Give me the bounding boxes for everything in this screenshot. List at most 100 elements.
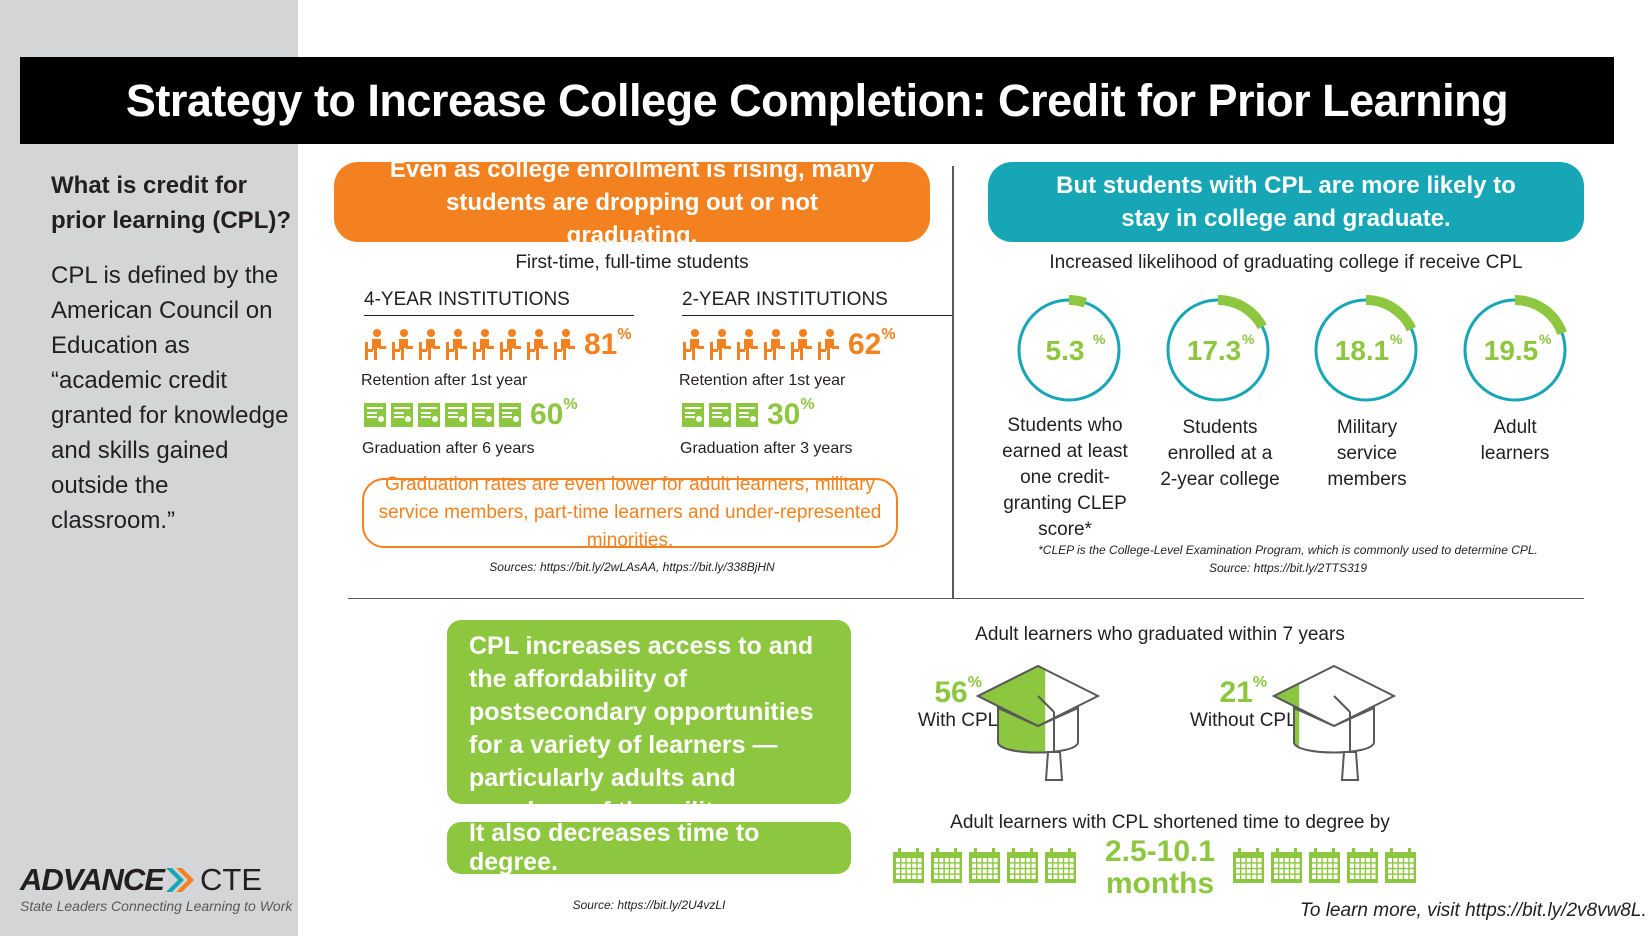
percent-sign: % xyxy=(881,326,896,343)
ring-value: 18.1 xyxy=(1335,335,1390,366)
enrollment-banner-text: Even as college enrollment is rising, ma… xyxy=(389,155,875,249)
graduated-heading: Adult learners who graduated within 7 ye… xyxy=(975,624,1345,645)
two-year-retention: 62% xyxy=(681,326,896,362)
chevron-logo-icon xyxy=(166,868,194,892)
vertical-divider xyxy=(952,166,954,598)
seated-student-icon xyxy=(554,329,575,360)
ring-caption-2year: Students enrolled at a 2-year college xyxy=(1160,417,1280,490)
percent-sign: % xyxy=(1252,674,1268,691)
ring-caption-military: Military service members xyxy=(1327,417,1407,490)
four-year-graduation-value: 60 xyxy=(530,398,564,431)
access-box-text: CPL increases access to and the affordab… xyxy=(469,632,814,825)
cpl-question: What is credit for prior learning (CPL)? xyxy=(51,172,291,234)
ring-progress-arc xyxy=(1460,295,1570,405)
seated-student-icon xyxy=(365,329,386,360)
learn-more-link[interactable]: To learn more, visit https://bit.ly/2v8v… xyxy=(1300,900,1647,921)
two-year-heading: 2-YEAR INSTITUTIONS xyxy=(682,289,952,316)
seated-student-icon xyxy=(791,329,812,360)
calendar-icon xyxy=(1271,848,1302,883)
seated-student-icon xyxy=(473,329,494,360)
ring-value: 5.3 xyxy=(1046,335,1085,366)
four-year-graduation: 60% xyxy=(363,396,578,432)
horizontal-divider xyxy=(348,598,1584,599)
calendar-icons-right xyxy=(1232,848,1417,884)
diploma-icon xyxy=(391,403,413,427)
logo-word-advance: ADVANCE xyxy=(20,862,165,897)
ring-percent-sign: % xyxy=(1242,331,1255,347)
left-sources: Sources: https://bit.ly/2wLAsAA, https:/… xyxy=(489,560,775,574)
calendar-icon xyxy=(893,848,924,883)
graduation-cap-without-cpl-icon xyxy=(1271,664,1397,781)
ring-caption-adult: Adult learners xyxy=(1480,417,1550,464)
diploma-icon xyxy=(364,403,386,427)
calendar-icon xyxy=(1045,848,1076,883)
seated-student-icon xyxy=(683,329,704,360)
diploma-icon xyxy=(709,403,731,427)
two-year-graduation: 30% xyxy=(681,396,815,432)
seated-student-icon xyxy=(419,329,440,360)
cpl-definition: CPL is defined by the American Council o… xyxy=(51,262,289,534)
ring-progress-arc xyxy=(1014,295,1124,405)
time-saved: 2.5-10.1 months xyxy=(1100,836,1220,900)
likelihood-rings: 5.3% 17.3% 18.1% 19.5% xyxy=(1014,295,1570,405)
four-year-retention-value: 81 xyxy=(584,328,618,361)
bottom-source: Source: https://bit.ly/2U4vzLI xyxy=(572,898,726,912)
enrollment-banner: Even as college enrollment is rising, ma… xyxy=(334,156,930,249)
logo-word-cte: CTE xyxy=(200,862,262,897)
diploma-icon xyxy=(736,403,758,427)
seated-student-icon xyxy=(737,329,758,360)
time-box: It also decreases time to degree. xyxy=(447,819,851,876)
four-year-heading: 4-YEAR INSTITUTIONS xyxy=(364,289,634,316)
clep-footnote: *CLEP is the College-Level Examination P… xyxy=(1038,543,1538,557)
diploma-icon xyxy=(499,403,521,427)
two-year-graduation-label: Graduation after 3 years xyxy=(680,440,853,457)
two-year-graduation-value: 30 xyxy=(767,398,801,431)
right-source: Source: https://bit.ly/2TTS319 xyxy=(1208,561,1368,575)
diploma-icon xyxy=(418,403,440,427)
shortened-time-heading: Adult learners with CPL shortened time t… xyxy=(950,812,1390,833)
ring-percent-sign: % xyxy=(1539,331,1552,347)
cpl-banner: But students with CPL are more likely to… xyxy=(988,162,1584,242)
percent-sign: % xyxy=(800,396,815,413)
four-year-graduation-label: Graduation after 6 years xyxy=(362,440,535,457)
percent-sign: % xyxy=(563,396,578,413)
access-box: CPL increases access to and the affordab… xyxy=(447,620,851,825)
sidebar xyxy=(0,0,298,936)
seated-student-icon xyxy=(764,329,785,360)
seated-student-icon xyxy=(392,329,413,360)
time-saved-value: 2.5-10.1 xyxy=(1104,835,1216,868)
lower-rates-note: Graduation rates are even lower for adul… xyxy=(362,474,898,551)
calendar-icon xyxy=(1385,848,1416,883)
ring-percent-sign: % xyxy=(1093,331,1106,347)
with-cpl-value: 56 xyxy=(934,676,968,709)
two-year-retention-value: 62 xyxy=(848,328,882,361)
four-year-graduation-icons xyxy=(363,402,522,428)
ring-percent-sign: % xyxy=(1390,331,1403,347)
with-cpl-caption: With CPL xyxy=(918,710,999,731)
calendar-icons-left xyxy=(892,848,1077,884)
two-year-retention-label: Retention after 1st year xyxy=(679,372,846,389)
time-saved-unit: months xyxy=(1105,867,1215,900)
without-cpl-caption: Without CPL xyxy=(1190,710,1297,731)
lower-rates-note-text: Graduation rates are even lower for adul… xyxy=(378,474,882,551)
seated-student-icon xyxy=(818,329,839,360)
seated-student-icon xyxy=(527,329,548,360)
time-box-text: It also decreases time to degree. xyxy=(469,819,760,876)
seated-student-icon xyxy=(500,329,521,360)
ring-caption-clep: Students who earned at least one credit-… xyxy=(1002,415,1128,540)
four-year-retention: 81% xyxy=(363,326,632,362)
logo-tagline: State Leaders Connecting Learning to Wor… xyxy=(20,898,293,914)
seated-student-icon xyxy=(446,329,467,360)
first-time-subhead: First-time, full-time students xyxy=(515,252,749,273)
calendar-icon xyxy=(1007,848,1038,883)
four-year-retention-label: Retention after 1st year xyxy=(361,372,528,389)
advance-cte-logo: ADVANCE CTE State Leaders Connecting Lea… xyxy=(20,862,296,914)
two-year-retention-icons xyxy=(681,328,840,362)
with-cpl-stat: 56% With CPL xyxy=(918,674,999,732)
calendar-icon xyxy=(969,848,1000,883)
diploma-icon xyxy=(472,403,494,427)
diploma-icon xyxy=(445,403,467,427)
ring-value: 19.5 xyxy=(1484,335,1539,366)
two-year-graduation-icons xyxy=(681,402,759,428)
percent-sign: % xyxy=(617,326,632,343)
